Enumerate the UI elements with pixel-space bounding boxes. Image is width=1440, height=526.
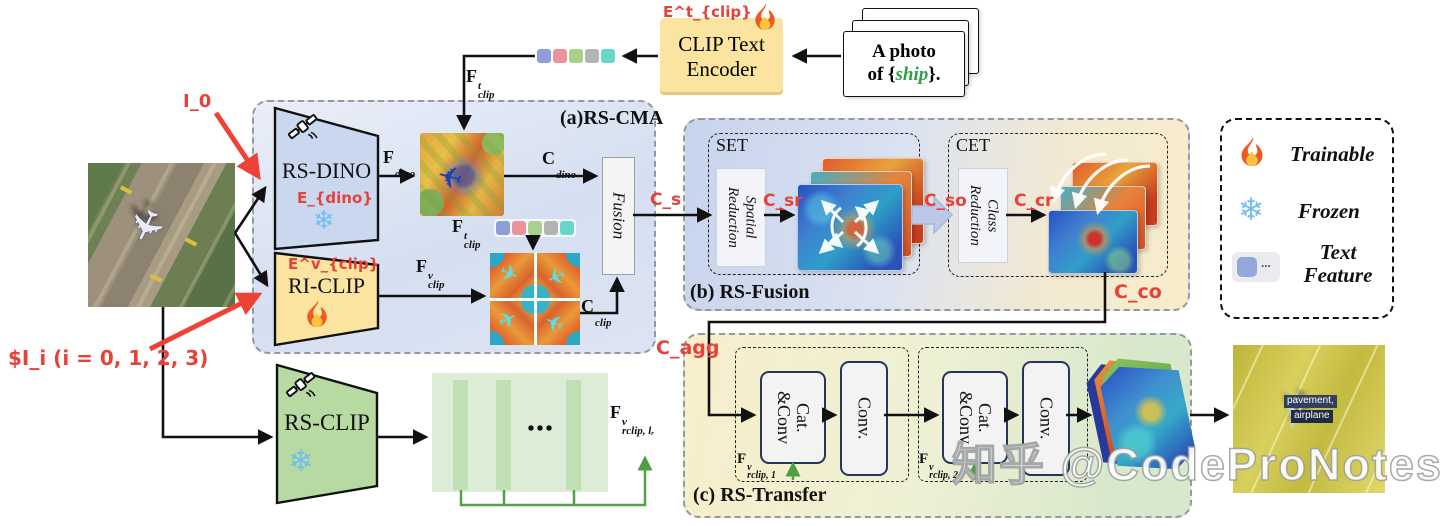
clip-text-encoder-block: CLIP Text Encoder: [660, 18, 783, 95]
panel-a-title: (a)RS-CMA: [560, 107, 664, 129]
input-aerial-image: [88, 163, 235, 307]
legend-trainable-label: Trainable: [1290, 142, 1375, 166]
cet-title: CET: [956, 135, 990, 155]
cet-box: [948, 133, 1168, 277]
cet-cube-front: [1048, 210, 1138, 274]
red-input-arrows: [148, 111, 263, 352]
output-class-chip: airplane: [1291, 410, 1333, 423]
clip-text-encoder-name-line1: CLIP Text: [678, 31, 765, 56]
set-attention-arrows: [818, 199, 880, 255]
clip-heatmap-cell: ✈: [536, 300, 580, 345]
rs-clip-label: RS-CLIP: [284, 410, 370, 435]
text-feature-token: [537, 49, 551, 63]
text-feature-token: [512, 221, 526, 235]
fire-icon: [755, 3, 775, 30]
fire-icon: [1241, 136, 1263, 166]
text-feature-tokens: [494, 219, 576, 237]
rs-dino-trapezoid: [273, 106, 380, 251]
prompt-line1: A photo: [872, 41, 936, 63]
feature-bar: [496, 380, 511, 490]
rs-clip-trapezoid: [275, 363, 379, 505]
text-feature-token: [601, 49, 615, 63]
input-i0-label: I_0: [183, 91, 212, 112]
conv-block-1: Conv.: [840, 361, 888, 476]
snowflake-icon: ❄: [288, 444, 314, 479]
dino-heatmap: [420, 133, 504, 216]
feature-bars-ellipsis: •••: [527, 418, 555, 440]
text-feature-token: [560, 221, 574, 235]
clip-text-encoder-name-line2: Encoder: [686, 56, 757, 81]
c-agg-label: C_agg: [656, 337, 720, 359]
c-so-label: C_so: [924, 191, 967, 211]
c-sr-label: C_sr: [763, 191, 803, 211]
text-feature-token: [544, 221, 558, 235]
output-class-chip: pavement,: [1284, 395, 1337, 408]
input-ii-label: $I_i (i = 0, 1, 2, 3): [8, 346, 209, 370]
cat-conv-block-1: Cat. &Conv: [760, 371, 826, 464]
cat-conv-block-2: Cat. &Conv: [942, 371, 1008, 464]
ri-clip-label: RI-CLIP: [288, 273, 365, 298]
feature-bar: [566, 380, 581, 490]
clip-heatmap-cell: ✈: [490, 253, 534, 298]
c-s-label: C_s: [650, 190, 682, 210]
satellite-icon: [287, 114, 318, 140]
fire-icon: [307, 299, 327, 327]
clip-heatmap-cell: ✈: [536, 253, 580, 298]
set-cube-front: [797, 184, 903, 271]
snowflake-icon: ❄: [313, 206, 335, 236]
spatial-reduction-block: Spatial Reduction: [716, 168, 766, 267]
ri-clip-param: E^v_{clip}: [288, 255, 380, 273]
panel-b-title: (b) RS-Fusion: [690, 281, 810, 303]
prompt-class-token: ship: [895, 64, 929, 85]
fusion-label: Fusion: [609, 192, 629, 240]
conv-block-2: Conv.: [1022, 361, 1070, 476]
rs-dino-label: RS-DINO: [281, 158, 372, 183]
c-so-fat-arrow: [911, 195, 954, 235]
prompt-line2: of {ship}.: [867, 64, 941, 85]
rs-dino-param: E_{dino}: [297, 189, 373, 207]
set-title: SET: [716, 135, 749, 155]
legend-frozen-label: Frozen: [1298, 199, 1360, 223]
text-feature-token: [553, 49, 567, 63]
cet-class-arrows: [1049, 152, 1151, 216]
clip-heatmap-cell: ✈: [490, 300, 534, 345]
c-co-label: C_co: [1114, 281, 1162, 303]
text-feature-token: [585, 49, 599, 63]
c-cr-label: C_cr: [1014, 191, 1054, 211]
legend-box: [1220, 118, 1394, 319]
black-arrows: [161, 48, 1230, 445]
clip-heatmap-grid: ✈ ✈ ✈ ✈: [490, 253, 580, 345]
legend-text-feature-label: Text Feature: [1303, 240, 1373, 288]
feature-bar: [453, 380, 468, 490]
text-feature-icon-dots: ...: [1261, 255, 1271, 270]
prompt-card: A photo of {ship}.: [843, 31, 965, 97]
skip-connection-lines: [459, 455, 983, 507]
class-reduction-block: Class Reduction: [958, 168, 1008, 263]
text-feature-token: [569, 49, 583, 63]
ri-clip-trapezoid: [273, 251, 380, 347]
text-feature-token: [528, 221, 542, 235]
clip-text-encoder-param: E^t_{clip}: [663, 3, 752, 21]
text-feature-icon-token: [1237, 257, 1257, 277]
text-feature-token: [496, 221, 510, 235]
watermark: 知乎 @CodeProNotes: [951, 438, 1440, 491]
text-feature-tokens: [535, 47, 617, 65]
panel-c-title: (c) RS-Transfer: [693, 484, 827, 506]
snowflake-icon: ❄: [1238, 192, 1264, 228]
satellite-icon: [285, 372, 316, 398]
